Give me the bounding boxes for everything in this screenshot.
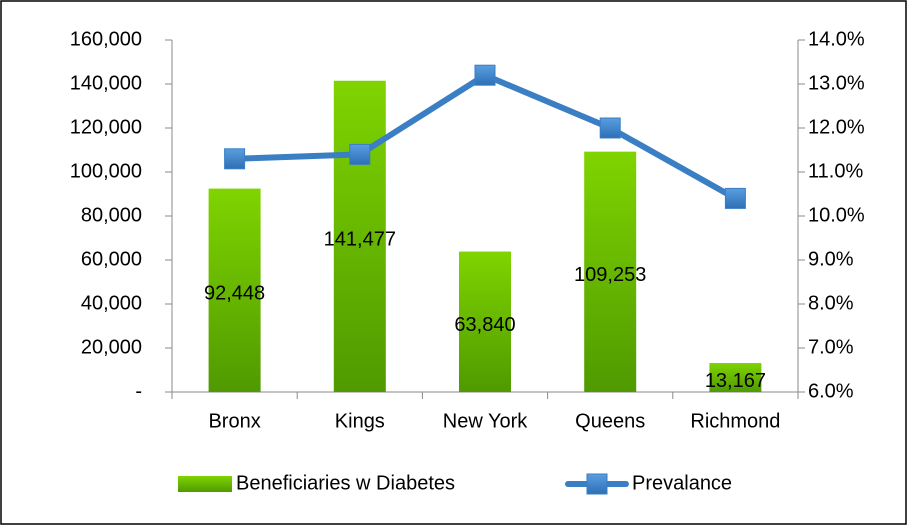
y-tick-label: 60,000: [81, 248, 142, 270]
data-label: 141,477: [324, 229, 396, 251]
y-tick-label: 160,000: [70, 28, 142, 50]
bar: [459, 251, 511, 392]
x-tick-label: Bronx: [208, 410, 260, 432]
legend-label: Prevalance: [632, 472, 732, 494]
x-tick-label: Kings: [335, 410, 385, 432]
y2-tick-label: 6.0%: [808, 380, 854, 402]
y2-tick-label: 10.0%: [808, 204, 865, 226]
data-label: 92,448: [204, 283, 265, 305]
marker: [349, 143, 371, 165]
bar: [208, 188, 261, 392]
marker: [474, 64, 496, 86]
y-tick-label: 140,000: [70, 72, 142, 94]
y2-tick-label: 11.0%: [808, 160, 863, 182]
marker: [224, 148, 246, 170]
line: [234, 72, 737, 202]
data-label: 109,253: [574, 264, 646, 286]
y-tick-label: 100,000: [70, 160, 142, 182]
y2-tick-label: 7.0%: [808, 336, 854, 358]
marker: [724, 187, 746, 209]
data-label: 13,167: [705, 370, 766, 392]
bar: [584, 151, 637, 392]
legend-label: Beneficiaries w Diabetes: [236, 472, 455, 494]
legend-swatch: [586, 473, 608, 495]
y-tick-label: 40,000: [81, 292, 142, 314]
legend-swatch: [178, 476, 232, 492]
y-tick-label: 80,000: [81, 204, 142, 226]
data-label: 63,840: [454, 314, 515, 336]
y2-tick-label: 9.0%: [808, 248, 854, 270]
y2-tick-label: 8.0%: [808, 292, 854, 314]
x-tick-label: New York: [443, 410, 528, 432]
y2-tick-label: 13.0%: [808, 72, 865, 94]
x-tick-label: Queens: [575, 410, 645, 432]
marker: [599, 117, 621, 139]
y-tick-label: 120,000: [70, 116, 142, 138]
y2-tick-label: 12.0%: [808, 116, 865, 138]
bar: [333, 80, 386, 392]
y2-tick-label: 14.0%: [808, 28, 865, 50]
x-tick-label: Richmond: [690, 410, 780, 432]
y-tick-label: -: [135, 380, 142, 402]
y-tick-label: 20,000: [81, 336, 142, 358]
bar: [709, 363, 762, 392]
